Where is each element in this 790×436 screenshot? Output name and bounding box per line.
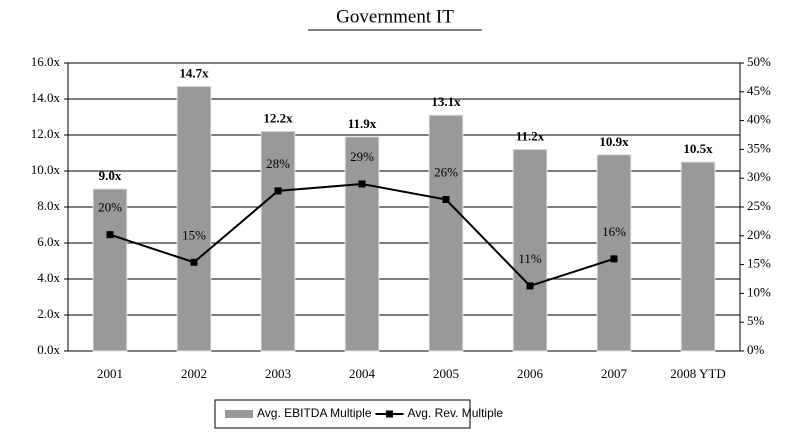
legend-swatch (225, 410, 253, 418)
x-tick-label: 2002 (181, 366, 207, 381)
legend-label: Avg. EBITDA Multiple (257, 406, 372, 420)
bar (260, 130, 296, 352)
y2-tick-label: 15% (747, 256, 771, 271)
legend-box (214, 399, 471, 429)
y-tick-label: 2.0x (37, 306, 60, 321)
x-tick-label: 2007 (601, 366, 628, 381)
line-value-label: 28% (266, 156, 290, 171)
bar (428, 114, 464, 352)
y-tick-label: 4.0x (37, 270, 60, 285)
x-tick-label: 2001 (97, 366, 123, 381)
bar (680, 161, 716, 352)
line-marker (274, 187, 282, 195)
bar-value-label: 10.9x (599, 134, 629, 149)
y2-tick-label: 0% (747, 342, 765, 357)
legend-marker (386, 410, 393, 418)
line-marker (526, 282, 534, 290)
line-marker (106, 231, 114, 239)
bar-value-label: 11.2x (516, 128, 545, 143)
plot-frame (67, 62, 741, 352)
line-marker (442, 196, 450, 204)
line-marker (358, 180, 366, 188)
line-value-label: 20% (98, 200, 122, 215)
x-tick-label: 2008 YTD (670, 366, 726, 381)
y-tick-label: 6.0x (37, 234, 60, 249)
y2-tick-label: 40% (747, 112, 771, 127)
bar-value-label: 11.9x (348, 116, 377, 131)
bar-value-label: 12.2x (263, 110, 293, 125)
y2-tick-label: 10% (747, 284, 771, 299)
y-tick-label: 16.0x (31, 54, 61, 69)
y-tick-label: 8.0x (37, 198, 60, 213)
line-value-label: 26% (434, 164, 458, 179)
bar (344, 136, 380, 352)
bar-value-label: 10.5x (683, 141, 713, 156)
chart-title: Government IT (336, 6, 454, 27)
bar (92, 188, 128, 352)
y2-tick-label: 45% (747, 83, 771, 98)
y-tick-label: 10.0x (31, 162, 61, 177)
bar (596, 154, 632, 352)
x-tick-label: 2004 (349, 366, 376, 381)
bar-value-label: 14.7x (179, 65, 209, 80)
line-value-label: 15% (182, 227, 206, 242)
bar (176, 85, 212, 352)
legend-label: Avg. Rev. Multiple (408, 406, 504, 420)
bar-value-label: 9.0x (99, 168, 122, 183)
y2-tick-label: 25% (747, 198, 771, 213)
y2-tick-label: 20% (747, 227, 771, 242)
line-marker (190, 258, 198, 266)
y2-tick-label: 5% (747, 313, 765, 328)
x-tick-label: 2005 (433, 366, 459, 381)
bar (512, 148, 548, 352)
y2-tick-label: 35% (747, 140, 771, 155)
x-tick-label: 2003 (265, 366, 291, 381)
y-tick-label: 14.0x (31, 90, 61, 105)
x-tick-label: 2006 (517, 366, 544, 381)
y2-tick-label: 50% (747, 54, 771, 69)
line-value-label: 16% (602, 224, 626, 239)
line-value-label: 29% (350, 149, 374, 164)
line-marker (610, 255, 618, 263)
bar-value-label: 13.1x (431, 94, 461, 109)
y-tick-label: 0.0x (37, 342, 60, 357)
line-value-label: 11% (518, 251, 542, 266)
y-tick-label: 12.0x (31, 126, 61, 141)
y2-tick-label: 30% (747, 169, 771, 184)
